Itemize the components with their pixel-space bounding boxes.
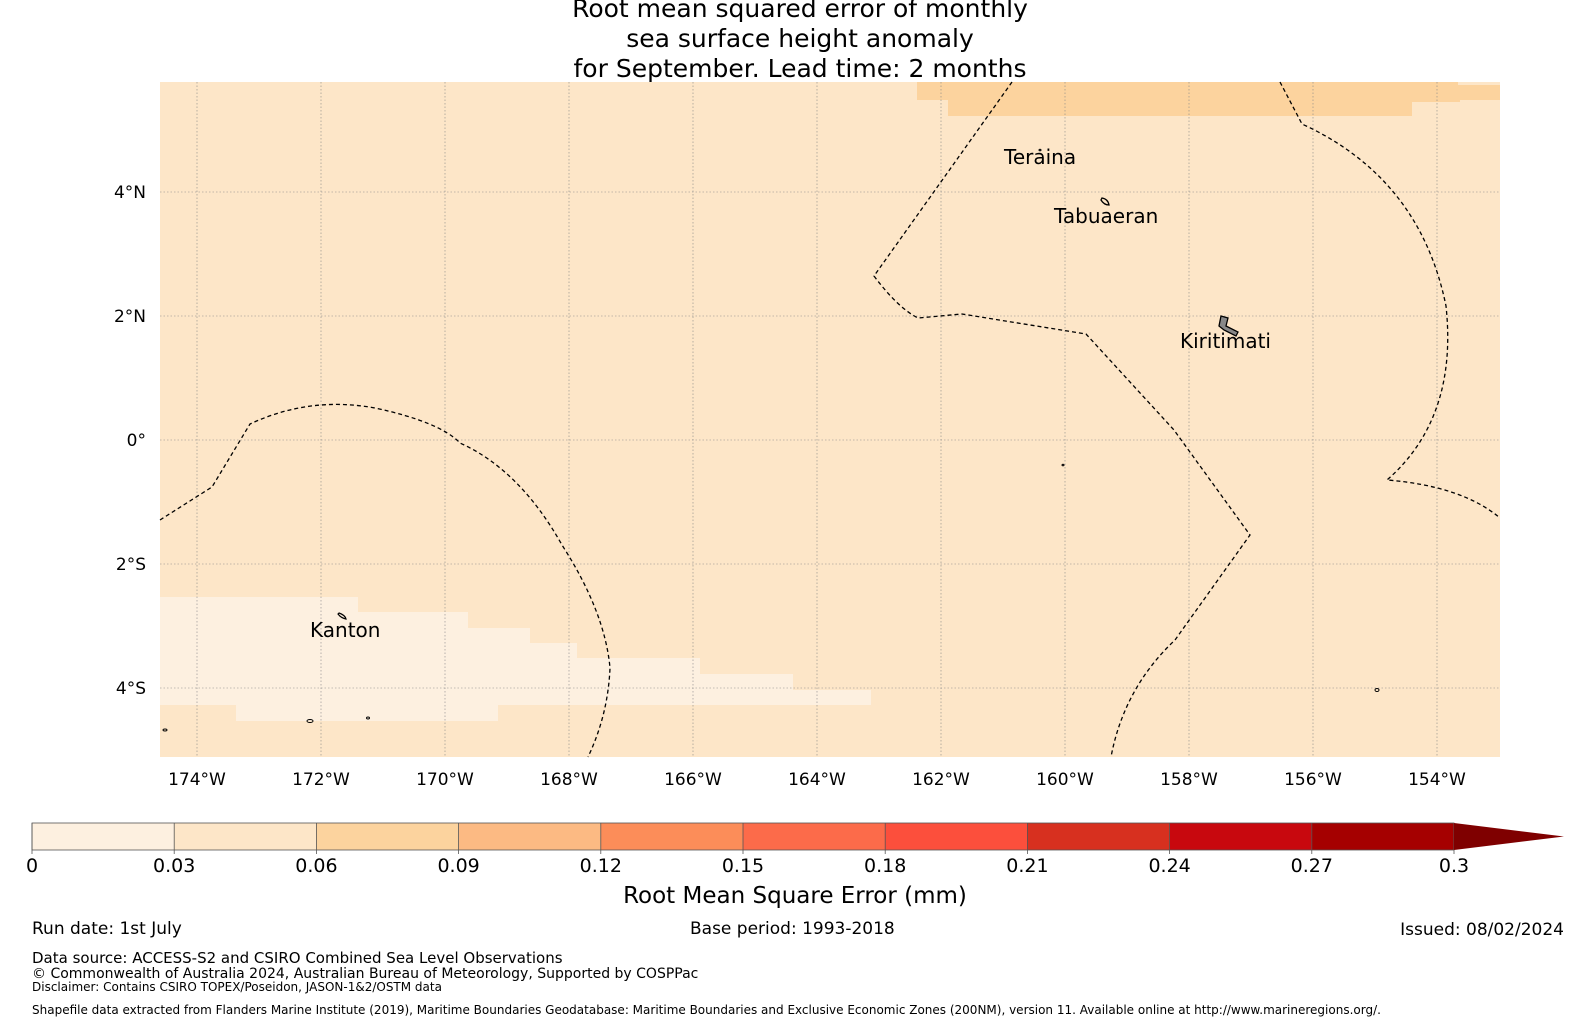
- colorbar-tick-label: 0.24: [1148, 855, 1190, 877]
- data-source: Data source: ACCESS-S2 and CSIRO Combine…: [32, 949, 563, 967]
- kiritimati-island: [1218, 315, 1239, 337]
- place-label-kiritimati: Kiritimati: [1180, 329, 1271, 353]
- colorbar-segment: [174, 823, 317, 850]
- colorbar-tick-label: 0.27: [1291, 855, 1333, 877]
- kanton-island: [337, 612, 347, 620]
- issued-date: Issued: 08/02/2024: [1400, 920, 1564, 940]
- lat-tick-label: 2°S: [116, 555, 146, 575]
- title-line-2: sea surface height anomaly: [626, 24, 974, 53]
- eez-line-line-islands-north: [873, 81, 1251, 758]
- colorbar-tick-label: 0.21: [1006, 855, 1048, 877]
- tabuaeran-island: [1100, 197, 1110, 206]
- colorbar-tick-label: 0.18: [864, 855, 906, 877]
- colorbar-tick-label: 0: [26, 855, 38, 877]
- run-date: Run date: 1st July: [32, 919, 182, 939]
- colorbar-segments: [31, 822, 1455, 854]
- islands: [162, 148, 1380, 732]
- lon-tick-label: 168°W: [540, 770, 598, 790]
- colorbar-tick-label: 0.03: [153, 855, 195, 877]
- eez-line-kanton: [159, 403, 611, 758]
- colorbar-tick-label: 0.3: [1439, 855, 1469, 877]
- small-island: [366, 716, 370, 720]
- colorbar-segment: [743, 823, 886, 850]
- small-island: [306, 719, 314, 723]
- copyright: © Commonwealth of Australia 2024, Austra…: [32, 966, 699, 982]
- colorbar-tick-label: 0.12: [580, 855, 622, 877]
- small-island: [162, 728, 168, 732]
- place-label-tabuaeran: Tabuaeran: [1053, 204, 1158, 228]
- small-island: [1061, 463, 1065, 467]
- base-period: Base period: 1993-2018: [690, 919, 895, 939]
- lon-tick-label: 158°W: [1160, 770, 1218, 790]
- lower-error-band: [160, 597, 871, 721]
- lat-tick-label: 4°N: [114, 183, 146, 203]
- colorbar-segment: [458, 823, 602, 850]
- colorbar-tick-label: 0.15: [722, 855, 764, 877]
- lat-tick-label: 0°: [127, 431, 146, 451]
- lat-tick-label: 4°S: [116, 679, 146, 699]
- chart-title: Root mean squared error of monthly sea s…: [440, 0, 1160, 84]
- lon-tick-label: 166°W: [664, 770, 722, 790]
- colorbar-tick-label: 0.09: [437, 855, 479, 877]
- colorbar: 0 0.03 0.06 0.09 0.12 0.15 0.18 0.21 0.24 0.27 0.3: [26, 822, 1564, 877]
- lat-tick-label: 2°N: [114, 307, 146, 327]
- small-island: [1374, 688, 1380, 692]
- title-line-1: Root mean squared error of monthly: [572, 0, 1028, 23]
- lat-tick-labels: 4°N 2°N 0° 2°S 4°S: [114, 183, 146, 699]
- title-line-3: for September. Lead time: 2 months: [573, 54, 1027, 83]
- colorbar-segment: [1169, 823, 1313, 850]
- colorbar-tick-labels: 0 0.03 0.06 0.09 0.12 0.15 0.18 0.21 0.24 0.27 0.3: [26, 855, 1469, 877]
- lon-tick-labels: 174°W 172°W 170°W 168°W 166°W 164°W 162°…: [168, 770, 1466, 790]
- colorbar-segment: [32, 823, 175, 850]
- colorbar-label: Root Mean Square Error (mm): [623, 883, 967, 909]
- place-label-kanton: Kanton: [310, 618, 380, 642]
- colorbar-tick-label: 0.06: [295, 855, 337, 877]
- colorbar-segment: [885, 823, 1028, 850]
- lon-tick-label: 164°W: [788, 770, 846, 790]
- colorbar-segment: [1311, 823, 1455, 850]
- disclaimer: Disclaimer: Contains CSIRO TOPEX/Poseido…: [32, 980, 442, 994]
- colorbar-extend-arrow: [1454, 823, 1564, 850]
- lon-tick-label: 154°W: [1408, 770, 1466, 790]
- lon-tick-label: 160°W: [1036, 770, 1094, 790]
- gridlines: [160, 82, 1500, 757]
- place-label-teraina: Teraina: [1003, 145, 1076, 169]
- higher-error-band: [917, 82, 1500, 116]
- lon-tick-label: 172°W: [292, 770, 350, 790]
- colorbar-segment: [600, 823, 744, 850]
- lon-tick-label: 156°W: [1284, 770, 1342, 790]
- eez-line-kiritimati: [1279, 81, 1501, 519]
- eez-boundaries: [159, 81, 1501, 758]
- lon-tick-label: 174°W: [168, 770, 226, 790]
- colorbar-segment: [316, 823, 460, 850]
- shapefile-credit: Shapefile data extracted from Flanders M…: [32, 1003, 1381, 1017]
- colorbar-segment: [1027, 823, 1171, 850]
- small-island: [1038, 148, 1042, 152]
- lon-tick-label: 162°W: [912, 770, 970, 790]
- band-notch: [1458, 82, 1500, 85]
- lon-tick-label: 170°W: [416, 770, 474, 790]
